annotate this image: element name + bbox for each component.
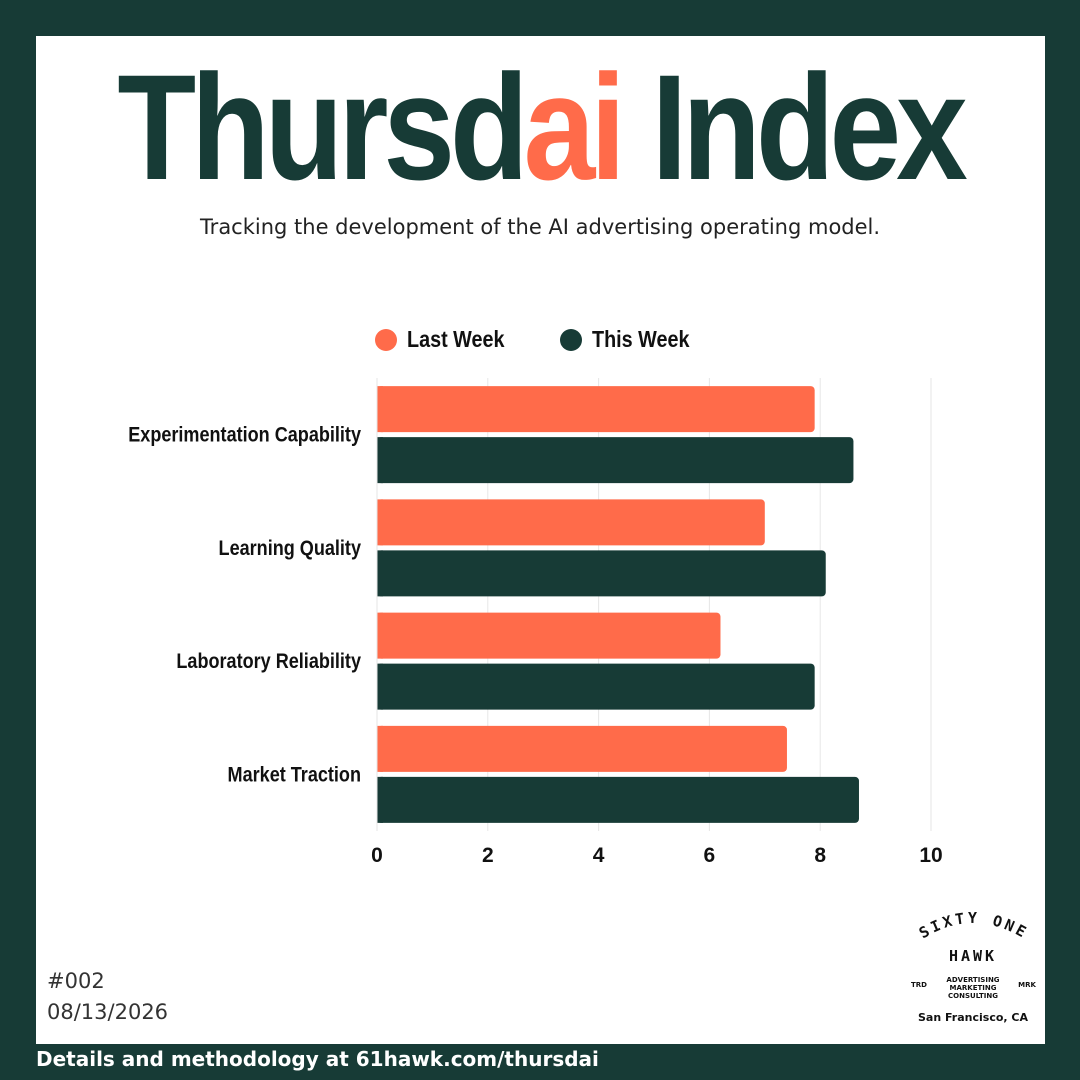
- bar-this-week-2: [377, 663, 815, 710]
- bar-this-week-0: [377, 437, 854, 484]
- title-part-1: Thursd: [117, 43, 528, 211]
- bar-last-week-0: [377, 386, 815, 433]
- legend-label-last-week: Last Week: [406, 326, 505, 352]
- bar-last-week-2: [377, 612, 721, 659]
- bar-base-1-0: [377, 437, 383, 484]
- issue-number: #002: [47, 969, 105, 993]
- bar-base-1-1: [377, 550, 383, 597]
- category-label-0: Experimentation Capability: [128, 423, 361, 447]
- issue-info: #002 08/13/2026: [47, 966, 168, 1028]
- legend-swatch-this-week: [560, 328, 582, 351]
- chart-legend: Last Week This Week: [0, 326, 1080, 353]
- logo-right-mark: MRK: [1018, 981, 1036, 989]
- subtitle: Tracking the development of the AI adver…: [199, 215, 881, 239]
- title-part-ai: ai: [523, 43, 626, 211]
- legend-label-this-week: This Week: [592, 326, 690, 352]
- legend-swatch-last-week: [374, 328, 397, 351]
- footer-methodology-link[interactable]: Details and methodology at 61hawk.com/th…: [36, 1047, 599, 1071]
- bar-base-1-2: [377, 663, 383, 710]
- tick-label-10: 10: [919, 844, 942, 867]
- category-label-2: Laboratory Reliability: [176, 650, 361, 674]
- category-label-1: Learning Quality: [219, 537, 362, 561]
- bar-base-1-3: [377, 776, 383, 823]
- bar-this-week-3: [377, 776, 859, 823]
- logo-arc-text: SIXTY ONE: [916, 909, 1032, 942]
- legend-item-this-week: This Week: [560, 326, 705, 353]
- logo-hawk-text: HAWK: [949, 947, 997, 965]
- bar-base-0-1: [377, 499, 383, 546]
- logo-tagline-1: ADVERTISING: [946, 976, 999, 984]
- page-title: Thursdai Index: [76, 52, 1005, 202]
- bar-last-week-1: [377, 499, 765, 546]
- logo-location: San Francisco, CA: [918, 1011, 1028, 1024]
- title-part-3: Index: [620, 43, 968, 211]
- logo-left-mark: TRD: [911, 981, 927, 989]
- bar-base-0-3: [377, 725, 383, 772]
- bar-this-week-1: [377, 550, 826, 597]
- bar-base-0-0: [377, 386, 383, 433]
- tick-label-2: 2: [482, 844, 494, 867]
- tick-label-0: 0: [371, 844, 383, 867]
- tick-label-4: 4: [593, 844, 605, 867]
- issue-date: 08/13/2026: [47, 1000, 169, 1024]
- logo-tagline-3: CONSULTING: [948, 992, 998, 1000]
- tick-label-6: 6: [704, 844, 716, 867]
- sixty-one-hawk-logo: SIXTY ONE HAWK ADVERTISING MARKETING CON…: [911, 909, 1036, 1024]
- legend-item-last-week: Last Week: [374, 326, 520, 353]
- logo-tagline-2: MARKETING: [950, 984, 997, 992]
- bar-last-week-3: [377, 725, 787, 772]
- category-label-3: Market Traction: [228, 763, 361, 787]
- tick-label-8: 8: [814, 844, 826, 867]
- bar-base-0-2: [377, 612, 383, 659]
